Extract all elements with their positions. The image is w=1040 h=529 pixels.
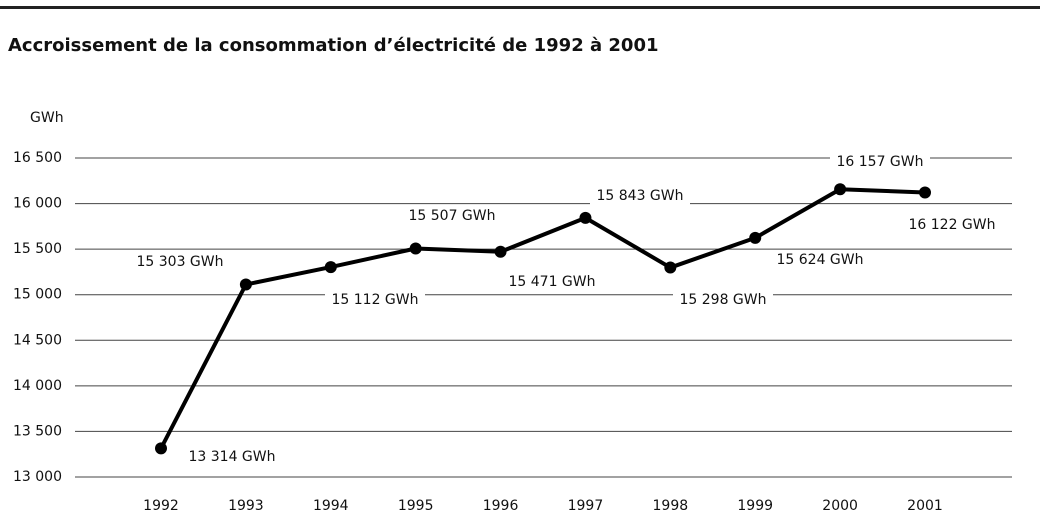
y-tick-label: 13 000	[13, 469, 62, 485]
y-tick-label: 14 500	[13, 332, 62, 348]
line	[159, 187, 926, 450]
x-tick-label: 2000	[822, 498, 858, 514]
point	[749, 231, 762, 244]
point	[579, 211, 592, 224]
y-axis-label: GWh	[30, 110, 64, 126]
x-tick-label: 1993	[228, 498, 264, 514]
data-label: 15 624 GWh	[776, 252, 863, 268]
x-tick-label: 1998	[653, 498, 689, 514]
x-tick-label: 1992	[143, 498, 179, 514]
y-tick-label: 13 500	[13, 423, 62, 439]
label-bg	[830, 153, 930, 171]
data-label: 16 157 GWh	[836, 154, 923, 170]
label-bg	[182, 448, 282, 466]
data-label: 15 471 GWh	[508, 274, 595, 290]
y-tick-label: 14 000	[13, 378, 62, 394]
data-label: 15 507 GWh	[408, 208, 495, 224]
label-bg	[902, 216, 1002, 234]
label-bg	[130, 253, 230, 271]
point	[409, 242, 422, 255]
y-tick-label: 16 500	[13, 150, 62, 166]
x-tick-label: 1996	[483, 498, 519, 514]
y-tick-label: 15 000	[13, 287, 62, 303]
y-tick-label: 16 000	[13, 196, 62, 212]
point	[494, 245, 507, 258]
data-label: 15 843 GWh	[596, 188, 683, 204]
point	[919, 186, 931, 199]
point	[664, 261, 677, 274]
label-bg	[673, 291, 773, 309]
label-bg	[402, 207, 502, 225]
label-bg	[590, 187, 690, 205]
label-bg	[770, 251, 870, 269]
point	[239, 278, 252, 291]
x-tick-label: 1999	[737, 498, 773, 514]
data-label: 15 112 GWh	[331, 292, 418, 308]
label-bg	[502, 273, 602, 291]
point	[155, 442, 167, 455]
x-tick-label: 2001	[907, 498, 943, 514]
data-label: 13 314 GWh	[188, 449, 275, 465]
x-tick-label: 1997	[568, 498, 604, 514]
chart-title: Accroissement de la consommation d’élect…	[8, 35, 659, 56]
point	[834, 183, 847, 196]
label-bg	[325, 291, 425, 309]
data-label: 15 298 GWh	[679, 292, 766, 308]
top-rule	[0, 6, 1040, 9]
x-tick-label: 1995	[398, 498, 434, 514]
data-label: 16 122 GWh	[908, 217, 995, 233]
y-tick-label: 15 500	[13, 241, 62, 257]
x-tick-label: 1994	[313, 498, 349, 514]
data-label: 15 303 GWh	[136, 254, 223, 270]
point	[324, 261, 337, 274]
